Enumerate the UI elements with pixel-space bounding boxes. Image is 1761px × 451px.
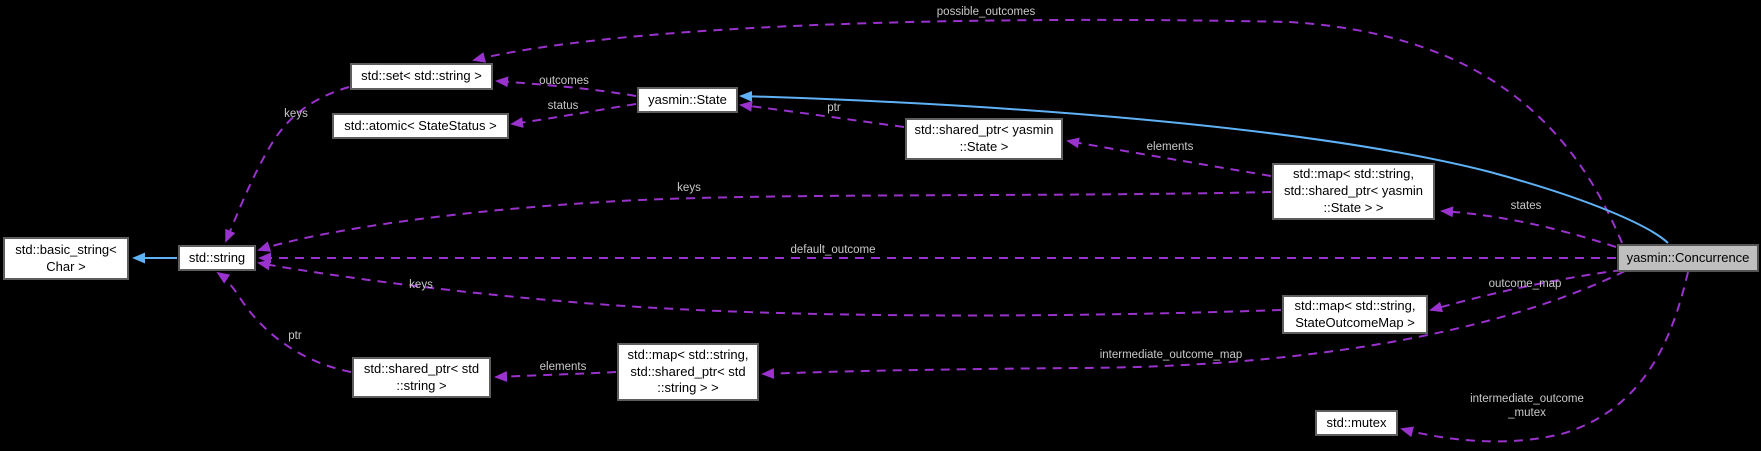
node-label: ::string > <box>396 377 447 393</box>
node-label: std::map< std::string, <box>627 346 749 362</box>
edge-ptr-bottom <box>216 271 352 373</box>
edge-label-ptr-bottom: ptr <box>288 330 302 343</box>
node-label: std::shared_ptr< std <box>630 363 746 379</box>
node-label: std::basic_string< <box>15 241 117 257</box>
node-label: ::State > > <box>1323 199 1384 215</box>
edge-label-keys-middle: keys <box>677 182 701 195</box>
edge-label-default-outcome: default_outcome <box>790 244 876 257</box>
edge-concurrence-inherits-state <box>739 90 1669 244</box>
node-shared-ptr-yasmin-state[interactable]: std::shared_ptr< yasmin ::State > <box>905 118 1063 160</box>
node-std-mutex[interactable]: std::mutex <box>1315 410 1398 436</box>
edge-keys-middle <box>257 191 1272 252</box>
edge-label-line: _mutex <box>1508 407 1546 419</box>
node-label: ::string > > <box>657 380 719 396</box>
edge-possible-outcomes <box>472 18 1623 244</box>
node-std-atomic[interactable]: std::atomic< StateStatus > <box>332 113 509 139</box>
node-label: std::map< std::string, <box>1294 297 1416 313</box>
edge-elements-top <box>1066 137 1272 177</box>
edge-label-line: intermediate_outcome <box>1470 393 1584 406</box>
node-map-shared-ptr-string[interactable]: std::map< std::string, std::shared_ptr< … <box>617 343 759 401</box>
edge-outcome-map <box>1429 269 1623 313</box>
edge-label-ptr-top: ptr <box>827 102 841 115</box>
node-map-yasmin-state[interactable]: std::map< std::string, std::shared_ptr< … <box>1272 163 1435 220</box>
node-label: StateOutcomeMap > <box>1295 314 1415 330</box>
edge-keys-bottom <box>257 259 1282 317</box>
node-label: std::map< std::string, <box>1292 166 1415 182</box>
edge-label-possible-outcomes: possible_outcomes <box>936 6 1036 19</box>
node-label: Char > <box>46 258 86 274</box>
node-label: std::string <box>188 249 246 265</box>
node-map-state-outcome[interactable]: std::map< std::string, StateOutcomeMap > <box>1282 295 1428 334</box>
edge-label-elements-bottom: elements <box>539 361 587 374</box>
node-label: std::mutex <box>1326 414 1387 430</box>
edge-label-status: status <box>547 100 579 113</box>
edge-label-keys-top: keys <box>284 108 308 121</box>
edge-intermediate-outcome-mutex <box>1400 271 1689 443</box>
node-std-set[interactable]: std::set< std::string > <box>350 63 493 90</box>
edge-keys-top <box>225 86 350 243</box>
node-label: std::shared_ptr< yasmin <box>914 122 1054 138</box>
node-shared-ptr-string[interactable]: std::shared_ptr< std ::string > <box>352 357 491 398</box>
edge-label-elements-top: elements <box>1146 141 1194 154</box>
edge-label-intermediate-outcome-mutex: intermediate_outcome _mutex <box>1470 393 1584 421</box>
node-label: yasmin::State <box>648 91 727 107</box>
node-label: std::shared_ptr< std <box>363 360 480 376</box>
node-std-string[interactable]: std::string <box>178 245 256 271</box>
node-label: ::State > <box>959 139 1009 154</box>
edge-ptr-top <box>739 100 905 128</box>
edge-label-keys-bottom: keys <box>409 279 433 292</box>
edge-label-outcomes: outcomes <box>539 75 589 88</box>
edge-outcomes <box>495 76 637 97</box>
node-yasmin-concurrence: yasmin::Concurrence <box>1617 244 1759 272</box>
node-label: std::shared_ptr< yasmin <box>1283 183 1424 199</box>
edge-label-outcome-map: outcome_map <box>1488 278 1562 291</box>
node-yasmin-state[interactable]: yasmin::State <box>637 87 738 113</box>
node-label: std::atomic< StateStatus > <box>344 117 497 133</box>
edge-states <box>1440 206 1617 248</box>
node-label: yasmin::Concurrence <box>1626 249 1750 265</box>
node-label: std::set< std::string > <box>361 68 482 84</box>
node-basic-string[interactable]: std::basic_string< Char > <box>3 237 129 280</box>
edge-intermediate-outcome-map <box>761 270 1626 380</box>
edge-label-intermediate-outcome-map: intermediate_outcome_map <box>1099 349 1243 362</box>
edge-label-states: states <box>1510 200 1542 213</box>
